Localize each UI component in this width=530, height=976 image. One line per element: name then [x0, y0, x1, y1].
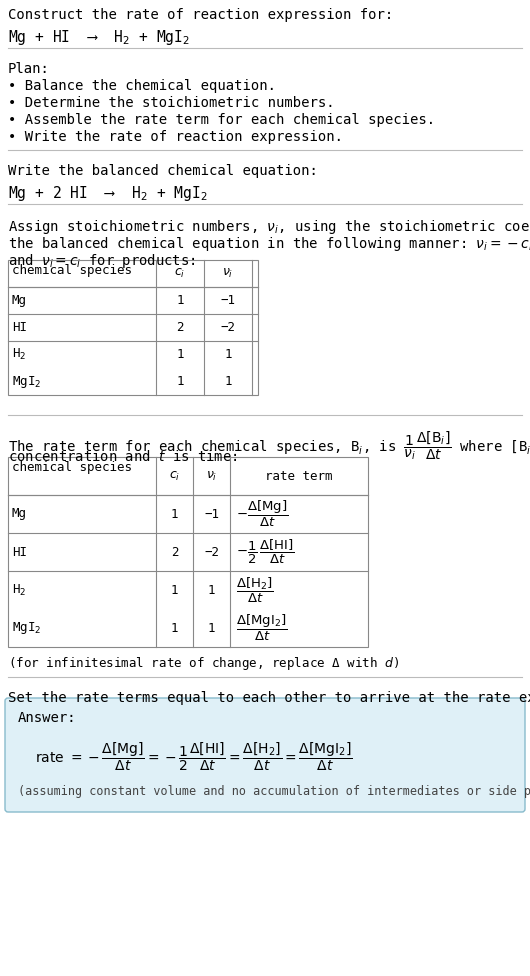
Text: Mg: Mg: [12, 508, 27, 520]
Text: • Write the rate of reaction expression.: • Write the rate of reaction expression.: [8, 130, 343, 144]
Text: rate $= -\dfrac{\Delta[\mathrm{Mg}]}{\Delta t} = -\dfrac{1}{2}\dfrac{\Delta[\mat: rate $= -\dfrac{\Delta[\mathrm{Mg}]}{\De…: [35, 741, 353, 773]
Text: 1: 1: [171, 622, 178, 634]
Text: 1: 1: [224, 348, 232, 361]
Text: 1: 1: [176, 294, 184, 307]
Text: Set the rate terms equal to each other to arrive at the rate expression:: Set the rate terms equal to each other t…: [8, 691, 530, 705]
Text: Mg: Mg: [12, 294, 27, 307]
Text: chemical species: chemical species: [12, 461, 132, 474]
Text: 2: 2: [171, 546, 178, 558]
Text: 1: 1: [171, 508, 178, 520]
Text: concentration and $t$ is time:: concentration and $t$ is time:: [8, 449, 237, 464]
Text: 1: 1: [224, 375, 232, 388]
Text: 1: 1: [176, 348, 184, 361]
Text: • Balance the chemical equation.: • Balance the chemical equation.: [8, 79, 276, 93]
Text: $c_i$: $c_i$: [169, 469, 180, 482]
Text: $\nu_i$: $\nu_i$: [222, 267, 234, 280]
Text: • Determine the stoichiometric numbers.: • Determine the stoichiometric numbers.: [8, 96, 334, 110]
Text: 1: 1: [171, 584, 178, 596]
Text: $-\dfrac{\Delta[\mathrm{Mg}]}{\Delta t}$: $-\dfrac{\Delta[\mathrm{Mg}]}{\Delta t}$: [236, 499, 288, 529]
Text: 1: 1: [176, 375, 184, 388]
Text: $\dfrac{\Delta[\mathrm{MgI_2}]}{\Delta t}$: $\dfrac{\Delta[\mathrm{MgI_2}]}{\Delta t…: [236, 613, 288, 643]
Text: $-\dfrac{1}{2}\,\dfrac{\Delta[\mathrm{HI}]}{\Delta t}$: $-\dfrac{1}{2}\,\dfrac{\Delta[\mathrm{HI…: [236, 538, 295, 566]
Text: (for infinitesimal rate of change, replace Δ with $d$): (for infinitesimal rate of change, repla…: [8, 655, 399, 672]
Text: Answer:: Answer:: [18, 711, 77, 725]
Text: Construct the rate of reaction expression for:: Construct the rate of reaction expressio…: [8, 8, 393, 22]
Text: H$_2$: H$_2$: [12, 346, 26, 362]
Text: 2: 2: [176, 321, 184, 334]
FancyBboxPatch shape: [5, 698, 525, 812]
Text: Mg + 2 HI  ⟶  H$_2$ + MgI$_2$: Mg + 2 HI ⟶ H$_2$ + MgI$_2$: [8, 184, 208, 203]
Bar: [8, 457, 368, 647]
Text: the balanced chemical equation in the following manner: $\nu_i = -c_i$ for react: the balanced chemical equation in the fo…: [8, 235, 530, 253]
Text: MgI$_2$: MgI$_2$: [12, 374, 41, 389]
Text: HI: HI: [12, 321, 27, 334]
Text: HI: HI: [12, 546, 27, 558]
Text: $\dfrac{\Delta[\mathrm{H_2}]}{\Delta t}$: $\dfrac{\Delta[\mathrm{H_2}]}{\Delta t}$: [236, 576, 273, 604]
Bar: [8, 260, 258, 395]
Text: MgI$_2$: MgI$_2$: [12, 620, 41, 636]
Text: H$_2$: H$_2$: [12, 583, 26, 597]
Text: rate term: rate term: [265, 469, 333, 482]
Text: 1: 1: [208, 622, 215, 634]
Text: −2: −2: [204, 546, 219, 558]
Text: Mg + HI  ⟶  H$_2$ + MgI$_2$: Mg + HI ⟶ H$_2$ + MgI$_2$: [8, 28, 190, 47]
Text: and $\nu_i = c_i$ for products:: and $\nu_i = c_i$ for products:: [8, 252, 196, 270]
Text: $c_i$: $c_i$: [174, 267, 186, 280]
Text: −1: −1: [204, 508, 219, 520]
Text: −1: −1: [220, 294, 235, 307]
Text: 1: 1: [208, 584, 215, 596]
Text: Write the balanced chemical equation:: Write the balanced chemical equation:: [8, 164, 318, 178]
Text: Plan:: Plan:: [8, 62, 50, 76]
Text: Assign stoichiometric numbers, $\nu_i$, using the stoichiometric coefficients, $: Assign stoichiometric numbers, $\nu_i$, …: [8, 218, 530, 236]
Text: −2: −2: [220, 321, 235, 334]
Text: • Assemble the rate term for each chemical species.: • Assemble the rate term for each chemic…: [8, 113, 435, 127]
Text: $\nu_i$: $\nu_i$: [206, 469, 217, 482]
Text: chemical species: chemical species: [12, 264, 132, 277]
Text: (assuming constant volume and no accumulation of intermediates or side products): (assuming constant volume and no accumul…: [18, 785, 530, 798]
Text: The rate term for each chemical species, B$_i$, is $\dfrac{1}{\nu_i}\dfrac{\Delt: The rate term for each chemical species,…: [8, 429, 530, 462]
